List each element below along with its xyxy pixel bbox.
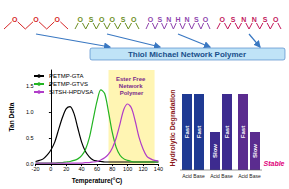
- svg-text:N: N: [252, 16, 257, 23]
- svg-text:O: O: [55, 16, 61, 23]
- svg-text:0.0: 0.0: [25, 161, 34, 168]
- svg-text:Fast: Fast: [196, 126, 202, 138]
- svg-text:Fast: Fast: [184, 126, 190, 138]
- svg-text:Fast: Fast: [240, 126, 246, 138]
- svg-text:N: N: [166, 16, 171, 23]
- svg-text:1.5: 1.5: [26, 83, 34, 89]
- svg-text:O: O: [131, 16, 137, 23]
- svg-text:Fast: Fast: [224, 126, 230, 138]
- svg-text:Stable: Stable: [263, 160, 284, 167]
- svg-text:O: O: [273, 16, 279, 23]
- svg-text:O: O: [148, 16, 154, 23]
- svg-text:80: 80: [109, 166, 115, 172]
- svg-text:S: S: [121, 16, 126, 23]
- svg-text:O: O: [33, 16, 39, 23]
- svg-text:0: 0: [49, 166, 52, 172]
- svg-text:N: N: [185, 16, 190, 23]
- svg-text:S: S: [89, 16, 94, 23]
- svg-text:120: 120: [138, 166, 147, 172]
- svg-text:Acid: Acid: [210, 173, 220, 179]
- svg-text:O: O: [110, 16, 116, 23]
- svg-text:N: N: [241, 16, 246, 23]
- svg-text:O: O: [78, 16, 84, 23]
- svg-text:Acid: Acid: [238, 173, 248, 179]
- svg-text:Slow: Slow: [212, 144, 218, 158]
- svg-text:S: S: [157, 16, 162, 23]
- svg-text:S: S: [263, 16, 268, 23]
- svg-text:O: O: [220, 16, 226, 23]
- svg-text:H: H: [175, 16, 180, 23]
- svg-text:Acid: Acid: [182, 173, 192, 179]
- svg-text:Network: Network: [119, 83, 144, 89]
- svg-text:Polymer: Polymer: [120, 90, 144, 96]
- svg-text:S: S: [194, 16, 199, 23]
- svg-text:O: O: [99, 16, 105, 23]
- svg-text:S: S: [231, 16, 236, 23]
- svg-text:O: O: [12, 16, 18, 23]
- svg-text:40: 40: [79, 166, 85, 172]
- svg-text:PETMP-GTVS: PETMP-GTVS: [49, 81, 88, 87]
- svg-text:SITSH-HPDVSA: SITSH-HPDVSA: [49, 89, 93, 95]
- svg-text:PETMP-GTA: PETMP-GTA: [49, 73, 84, 79]
- svg-text:Base: Base: [221, 173, 233, 179]
- svg-text:1.0: 1.0: [26, 109, 34, 115]
- svg-text:Ester Free: Ester Free: [116, 76, 147, 82]
- svg-text:Thiol Michael Network Polymer: Thiol Michael Network Polymer: [128, 50, 246, 59]
- svg-text:100: 100: [123, 166, 132, 172]
- svg-text:140: 140: [154, 166, 163, 172]
- svg-text:20: 20: [63, 166, 69, 172]
- svg-text:Hydrolytic Degradation: Hydrolytic Degradation: [169, 89, 177, 166]
- svg-text:0.5: 0.5: [26, 135, 34, 141]
- svg-text:60: 60: [94, 166, 100, 172]
- svg-text:Base: Base: [193, 173, 205, 179]
- svg-text:Base: Base: [249, 173, 261, 179]
- svg-text:Slow: Slow: [252, 144, 258, 158]
- svg-text:Temperature(°C): Temperature(°C): [72, 177, 123, 185]
- svg-text:Tan Delta: Tan Delta: [8, 102, 15, 131]
- svg-text:O: O: [203, 16, 209, 23]
- svg-text:-20: -20: [32, 166, 40, 172]
